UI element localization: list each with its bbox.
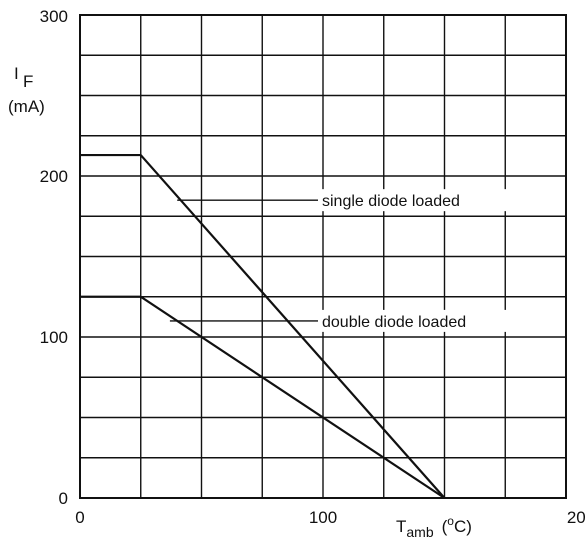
x-tick-label: 0 <box>75 508 84 527</box>
y-label-symbol: I <box>14 64 19 83</box>
x-tick-label: 200 <box>567 508 585 527</box>
x-axis-label: Tamb (oC) <box>396 514 472 540</box>
svg-text:Tamb(oC): Tamb (oC) <box>396 514 472 540</box>
note-bg <box>318 189 510 212</box>
y-tick-label: 100 <box>40 328 68 347</box>
y-tick-label: 0 <box>59 489 68 508</box>
series-label: single diode loaded <box>322 193 460 210</box>
y-label-unit: (mA) <box>8 97 45 116</box>
svg-text:I: I <box>14 64 19 83</box>
series-label: double diode loaded <box>322 314 466 331</box>
series-line <box>80 295 446 499</box>
y-tick-label: 300 <box>40 7 68 26</box>
grid <box>80 15 566 498</box>
svg-text:(mA): (mA) <box>8 97 45 116</box>
y-tick-label: 200 <box>40 167 68 186</box>
x-label-symbol: T <box>396 517 406 536</box>
y-axis-label: I F (mA) <box>8 64 45 116</box>
plot-frame <box>79 14 567 499</box>
x-label-unit-degree: o <box>447 514 454 528</box>
x-label-unit-open: ( <box>442 517 448 536</box>
x-tick-label: 100 <box>309 508 337 527</box>
x-label-subscript: amb <box>406 524 433 540</box>
series-line <box>80 153 446 499</box>
y-label-subscript: F <box>23 72 33 91</box>
series-group: single diode loaded double diode loaded <box>80 153 510 499</box>
svg-text:F: F <box>23 72 33 91</box>
tick-labels: 0 100 200 0 100 200 300 <box>40 7 585 527</box>
note-bg <box>318 309 510 332</box>
x-label-unit-close: C) <box>454 517 472 536</box>
